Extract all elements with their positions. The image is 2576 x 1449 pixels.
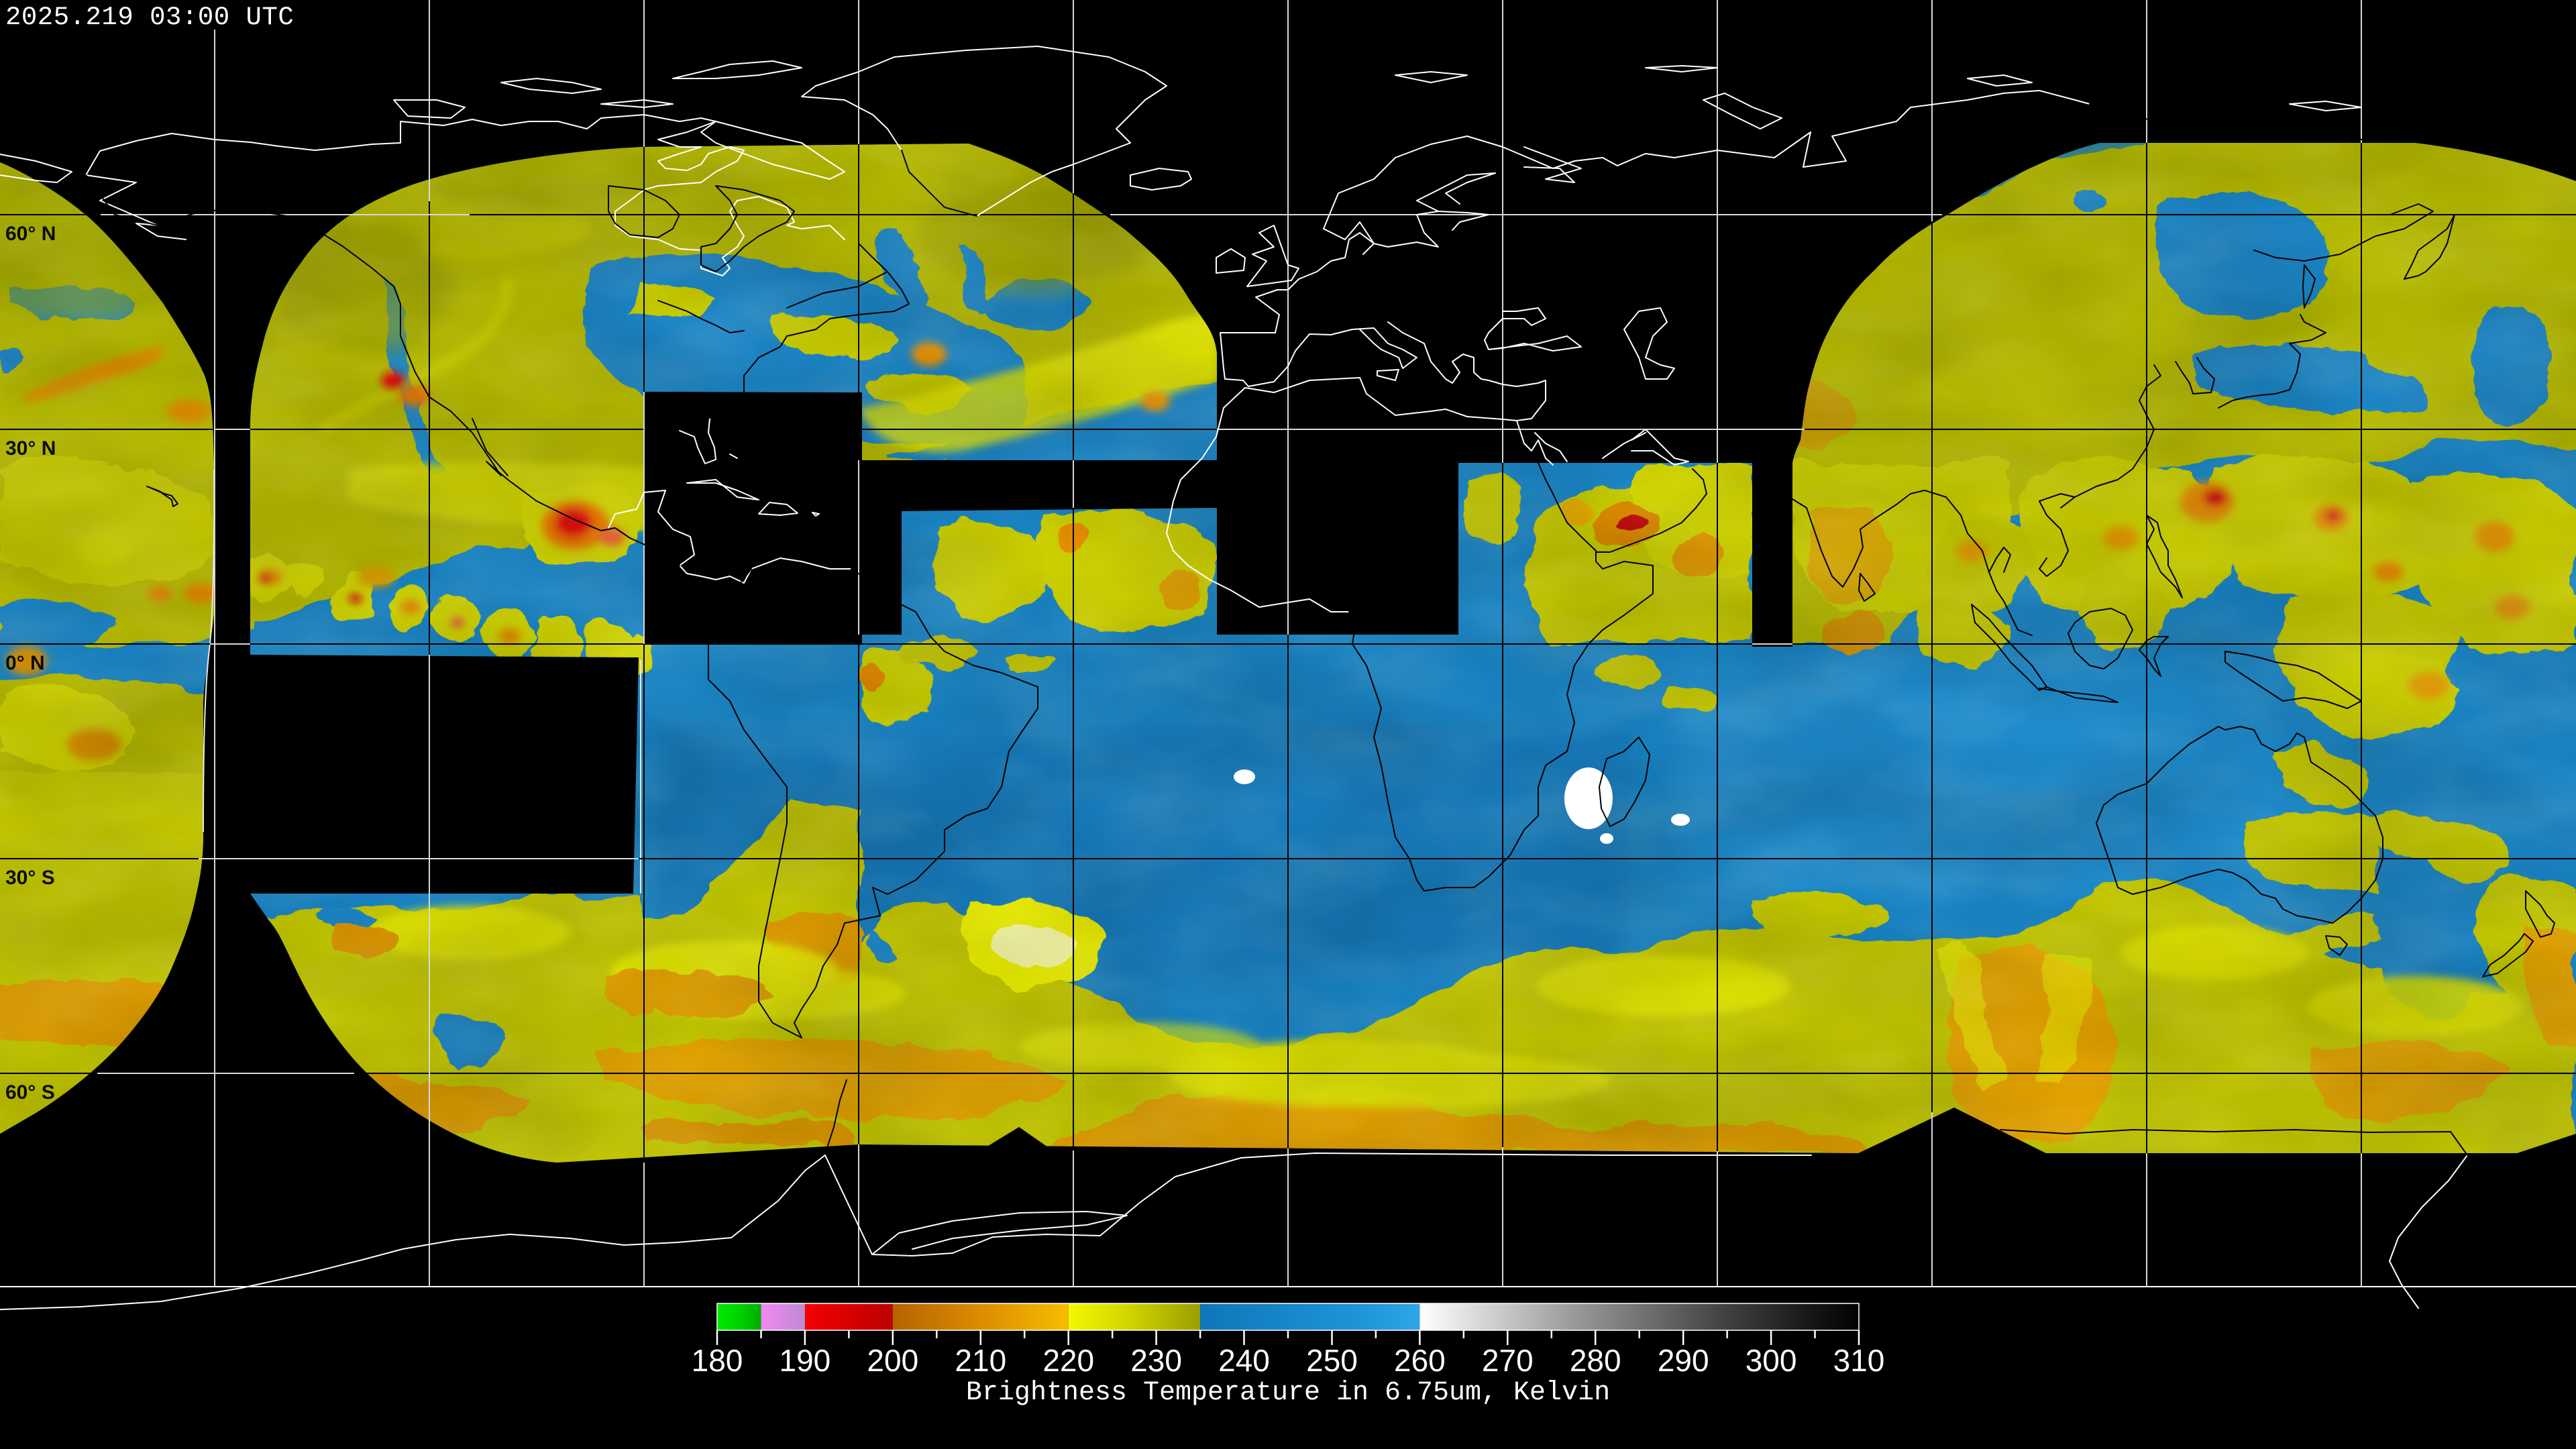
svg-text:310: 310	[1833, 1343, 1885, 1378]
svg-text:180: 180	[692, 1343, 743, 1378]
svg-text:250: 250	[1306, 1343, 1358, 1378]
svg-text:260: 260	[1394, 1343, 1446, 1378]
svg-text:60° N: 60° N	[5, 223, 56, 245]
svg-text:290: 290	[1658, 1343, 1709, 1378]
svg-text:210: 210	[955, 1343, 1006, 1378]
svg-text:190: 190	[780, 1343, 831, 1378]
svg-text:240: 240	[1218, 1343, 1270, 1378]
svg-text:200: 200	[867, 1343, 918, 1378]
svg-text:220: 220	[1042, 1343, 1094, 1378]
svg-text:270: 270	[1482, 1343, 1534, 1378]
svg-text:30° N: 30° N	[5, 437, 56, 460]
svg-text:0° N: 0° N	[5, 652, 45, 674]
svg-text:2025.219 03:00 UTC: 2025.219 03:00 UTC	[5, 3, 294, 32]
svg-text:30° S: 30° S	[5, 867, 55, 889]
svg-text:280: 280	[1570, 1343, 1621, 1378]
svg-text:Brightness Temperature in 6.75: Brightness Temperature in 6.75um, Kelvin	[966, 1378, 1610, 1408]
svg-text:60° S: 60° S	[5, 1081, 55, 1104]
svg-text:230: 230	[1130, 1343, 1182, 1378]
svg-text:300: 300	[1746, 1343, 1797, 1378]
